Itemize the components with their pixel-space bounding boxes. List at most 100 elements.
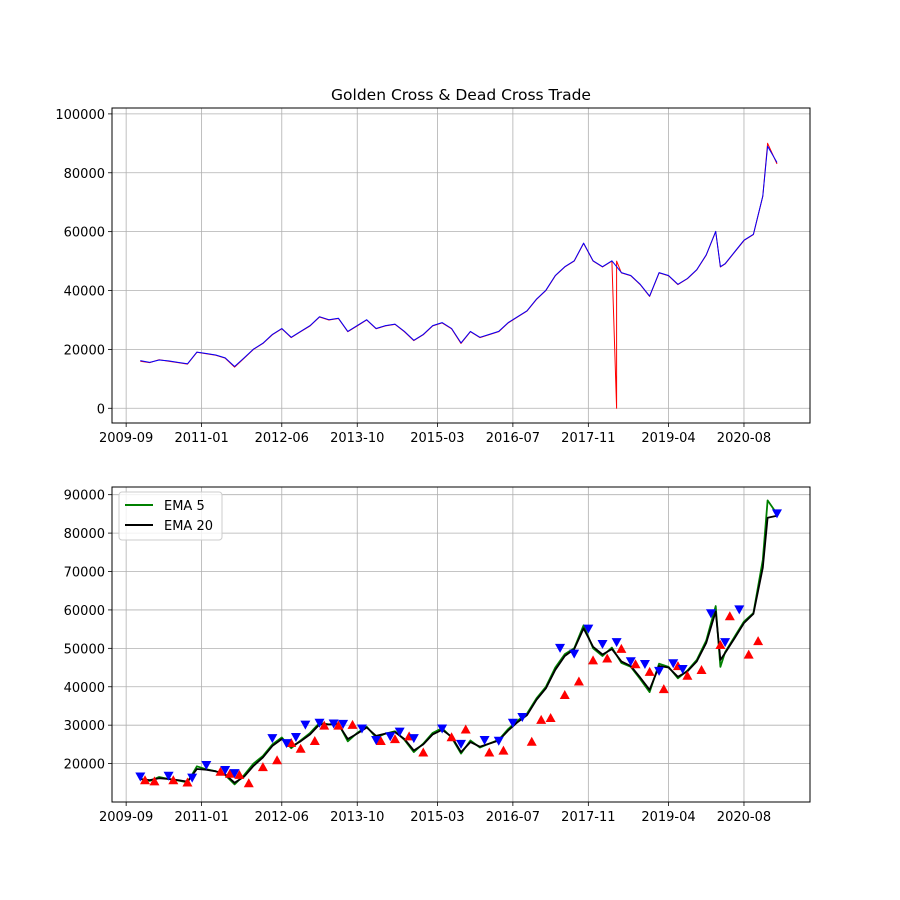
x-tick-label: 2009-09 bbox=[99, 810, 153, 825]
dead-cross-marker bbox=[135, 772, 146, 782]
x-tick-label: 2017-11 bbox=[561, 431, 615, 446]
golden-cross-marker bbox=[446, 732, 457, 742]
x-tick-label: 2013-10 bbox=[330, 431, 384, 446]
dead-cross-marker bbox=[281, 739, 292, 749]
golden-cross-marker bbox=[140, 775, 151, 785]
golden-cross-marker bbox=[215, 766, 226, 776]
dead-cross-marker bbox=[163, 771, 174, 781]
y-tick-label: 80000 bbox=[64, 167, 105, 182]
x-tick-label: 2019-04 bbox=[641, 810, 695, 825]
dead-cross-marker bbox=[328, 719, 339, 729]
golden-cross-marker bbox=[743, 649, 754, 659]
golden-cross-marker bbox=[286, 737, 297, 747]
dead-cross-marker bbox=[290, 732, 301, 742]
golden-cross-marker bbox=[644, 666, 655, 676]
y-tick-label: 30000 bbox=[64, 719, 105, 734]
y-tick-label: 0 bbox=[97, 402, 105, 417]
price-x-ticks: 2009-09 2011-01 2012-06 2013-10 2015-03 2016-… bbox=[99, 423, 771, 446]
golden-cross-marker bbox=[309, 736, 320, 746]
dead-cross-marker bbox=[201, 761, 212, 771]
golden-cross-marker bbox=[484, 747, 495, 757]
y-tick-label: 20000 bbox=[64, 343, 105, 358]
dead-cross-marker bbox=[705, 609, 716, 619]
y-tick-label: 20000 bbox=[64, 758, 105, 773]
dead-cross-marker bbox=[229, 769, 240, 779]
y-tick-label: 70000 bbox=[64, 566, 105, 581]
x-tick-label: 2013-10 bbox=[330, 810, 384, 825]
dead-cross-marker bbox=[583, 624, 594, 634]
golden-cross-marker bbox=[333, 720, 344, 730]
dead-cross-marker bbox=[493, 736, 504, 746]
y-tick-label: 90000 bbox=[64, 489, 105, 504]
x-tick-label: 2011-01 bbox=[174, 810, 228, 825]
price-y-ticks: 0 20000 40000 60000 80000 100000 bbox=[55, 108, 112, 417]
golden-cross-marker bbox=[536, 714, 547, 724]
golden-cross-marker bbox=[272, 755, 283, 765]
ema-y-ticks: 20000 30000 40000 50000 60000 70000 80000 90000 bbox=[64, 489, 112, 773]
dead-cross-marker bbox=[356, 724, 367, 734]
price-grid bbox=[112, 108, 810, 423]
ema-x-ticks: 2009-09 2011-01 2012-06 2013-10 2015-03 2016-… bbox=[99, 802, 771, 825]
golden-cross-marker bbox=[389, 734, 400, 744]
price-chart: Golden Cross & Dead Cross Trade 2009-09 2… bbox=[55, 86, 811, 446]
dead-cross-marker bbox=[569, 649, 580, 659]
dead-cross-marker bbox=[771, 509, 782, 519]
dead-cross-marker bbox=[187, 773, 198, 783]
y-tick-label: 60000 bbox=[64, 226, 105, 241]
y-tick-label: 40000 bbox=[64, 285, 105, 300]
dead-cross-marker bbox=[517, 712, 528, 722]
ema-grid bbox=[112, 487, 810, 802]
y-tick-label: 80000 bbox=[64, 527, 105, 542]
ema-chart: 2009-09 2011-01 2012-06 2013-10 2015-03 2016-… bbox=[64, 486, 811, 825]
y-tick-label: 100000 bbox=[55, 108, 105, 123]
price-series bbox=[140, 142, 778, 409]
golden-cross-marker bbox=[616, 643, 627, 653]
golden-cross-marker bbox=[588, 655, 599, 665]
dead-cross-marker bbox=[668, 659, 679, 669]
golden-cross-marker bbox=[715, 640, 726, 649]
series-line-1 bbox=[140, 145, 778, 367]
golden-cross-marker bbox=[573, 676, 584, 686]
dead-cross-marker bbox=[456, 739, 466, 749]
dead-cross-marker bbox=[479, 736, 490, 746]
golden-cross-marker bbox=[682, 670, 693, 680]
x-tick-label: 2015-03 bbox=[410, 810, 464, 825]
x-tick-label: 2015-03 bbox=[410, 431, 464, 446]
golden-cross-marker bbox=[234, 769, 245, 779]
dead-cross-marker bbox=[677, 664, 688, 674]
dead-cross-marker bbox=[597, 640, 608, 649]
price-axes-frame bbox=[111, 107, 811, 424]
golden-cross-marker bbox=[696, 664, 707, 674]
golden-cross-marker bbox=[753, 636, 764, 646]
series-line-ema20 bbox=[140, 514, 778, 784]
golden-cross-marker bbox=[658, 684, 669, 694]
x-tick-label: 2019-04 bbox=[641, 431, 695, 446]
golden-cross-marker bbox=[559, 689, 570, 699]
dead-cross-marker bbox=[338, 719, 349, 729]
y-tick-label: 50000 bbox=[64, 642, 105, 657]
dead-cross-marker bbox=[720, 638, 731, 648]
golden-cross-marker bbox=[319, 720, 330, 730]
cross-markers bbox=[135, 509, 782, 788]
ema-legend: EMA 5 EMA 20 bbox=[118, 491, 223, 541]
dead-cross-marker bbox=[371, 736, 382, 746]
golden-cross-marker bbox=[168, 775, 179, 785]
golden-cross-marker bbox=[295, 743, 306, 753]
x-tick-label: 2016-07 bbox=[486, 431, 540, 446]
dead-cross-marker bbox=[437, 724, 448, 734]
legend-label-ema5: EMA 5 bbox=[164, 499, 205, 514]
chart-title: Golden Cross & Dead Cross Trade bbox=[331, 86, 591, 104]
dead-cross-marker bbox=[300, 720, 311, 730]
golden-cross-marker bbox=[149, 776, 160, 786]
golden-cross-marker bbox=[602, 653, 613, 663]
dead-cross-marker bbox=[654, 666, 665, 676]
golden-cross-marker bbox=[724, 611, 735, 621]
dead-cross-marker bbox=[314, 718, 325, 728]
x-tick-label: 2012-06 bbox=[255, 810, 309, 825]
dead-cross-marker bbox=[507, 718, 518, 728]
legend-label-ema20: EMA 20 bbox=[164, 519, 213, 534]
ema-axes-frame bbox=[111, 486, 811, 803]
dead-cross-marker bbox=[394, 727, 405, 737]
